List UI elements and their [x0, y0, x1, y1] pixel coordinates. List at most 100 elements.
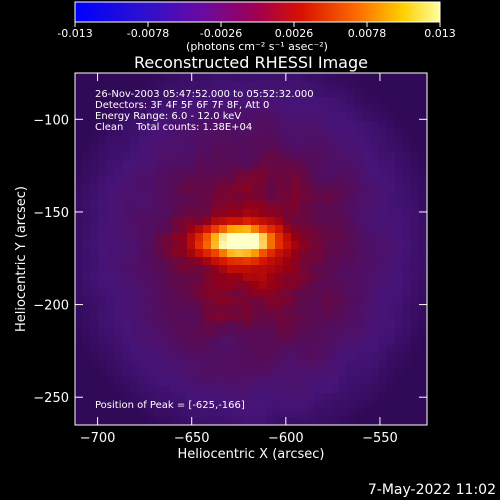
heatmap-cell — [99, 97, 108, 106]
heatmap-cell — [91, 161, 100, 170]
heatmap-cell — [139, 393, 148, 402]
heatmap-cell — [283, 145, 292, 154]
heatmap-cell — [99, 257, 108, 266]
heatmap-cell — [187, 313, 196, 322]
heatmap-cell — [75, 289, 84, 298]
heatmap-cell — [299, 281, 308, 290]
heatmap-cell — [171, 297, 180, 306]
heatmap-cell — [171, 265, 180, 274]
heatmap-cell — [387, 225, 396, 234]
heatmap-cell — [315, 377, 324, 386]
heatmap-cell — [139, 353, 148, 362]
heatmap-cell — [259, 377, 268, 386]
heatmap-cell — [195, 281, 204, 290]
heatmap-cell — [243, 105, 252, 114]
heatmap-cell — [235, 369, 244, 378]
heatmap-cell — [259, 137, 268, 146]
heatmap-cell — [403, 153, 412, 162]
heatmap-cell — [163, 225, 172, 234]
heatmap-cell — [323, 329, 332, 338]
heatmap-cell — [275, 361, 284, 370]
heatmap-cell — [163, 361, 172, 370]
heatmap-cell — [123, 393, 132, 402]
heatmap-cell — [91, 393, 100, 402]
heatmap-cell — [75, 361, 84, 370]
heatmap-cell — [251, 249, 260, 258]
heatmap-cell — [83, 369, 92, 378]
heatmap-cell — [131, 281, 140, 290]
heatmap-cell — [387, 217, 396, 226]
heatmap-cell — [291, 217, 300, 226]
heatmap-cell — [115, 409, 124, 418]
heatmap-cell — [259, 217, 268, 226]
heatmap-cell — [299, 345, 308, 354]
heatmap-cell — [323, 281, 332, 290]
heatmap-cell — [203, 249, 212, 258]
heatmap-cell — [307, 401, 316, 410]
heatmap-cell — [203, 185, 212, 194]
heatmap-cell — [99, 321, 108, 330]
heatmap-cell — [211, 113, 220, 122]
heatmap-cell — [267, 393, 276, 402]
heatmap-cell — [155, 217, 164, 226]
heatmap-cell — [363, 401, 372, 410]
heatmap-cell — [187, 233, 196, 242]
heatmap-cell — [331, 265, 340, 274]
heatmap-cell — [179, 145, 188, 154]
heatmap-cell — [203, 289, 212, 298]
heatmap-cell — [411, 297, 420, 306]
heatmap-cell — [275, 177, 284, 186]
heatmap-cell — [283, 281, 292, 290]
heatmap-cell — [123, 153, 132, 162]
heatmap-cell — [315, 153, 324, 162]
heatmap-cell — [259, 297, 268, 306]
heatmap-cell — [91, 217, 100, 226]
heatmap — [75, 73, 427, 425]
heatmap-cell — [259, 241, 268, 250]
heatmap-cell — [171, 273, 180, 282]
heatmap-cell — [83, 217, 92, 226]
heatmap-cell — [283, 153, 292, 162]
heatmap-cell — [331, 161, 340, 170]
heatmap-cell — [243, 113, 252, 122]
heatmap-cell — [219, 257, 228, 266]
heatmap-cell — [419, 329, 427, 338]
heatmap-cell — [115, 353, 124, 362]
heatmap-cell — [123, 145, 132, 154]
heatmap-cell — [291, 161, 300, 170]
heatmap-cell — [203, 81, 212, 90]
heatmap-cell — [243, 401, 252, 410]
heatmap-cell — [395, 369, 404, 378]
heatmap-cell — [123, 113, 132, 122]
heatmap-cell — [203, 177, 212, 186]
heatmap-cell — [227, 153, 236, 162]
heatmap-cell — [123, 329, 132, 338]
heatmap-cell — [139, 81, 148, 90]
heatmap-cell — [395, 401, 404, 410]
heatmap-cell — [275, 217, 284, 226]
heatmap-cell — [147, 297, 156, 306]
heatmap-cell — [203, 377, 212, 386]
heatmap-cell — [291, 105, 300, 114]
heatmap-cell — [387, 385, 396, 394]
colorbar-tick-label: 0.0026 — [275, 27, 314, 40]
heatmap-cell — [315, 105, 324, 114]
heatmap-cell — [339, 105, 348, 114]
heatmap-cell — [331, 393, 340, 402]
heatmap-cell — [355, 281, 364, 290]
heatmap-cell — [139, 225, 148, 234]
heatmap-cell — [83, 169, 92, 178]
heatmap-cell — [307, 257, 316, 266]
heatmap-cell — [259, 289, 268, 298]
heatmap-cell — [411, 217, 420, 226]
heatmap-cell — [371, 417, 380, 425]
heatmap-cell — [211, 81, 220, 90]
heatmap-cell — [163, 89, 172, 98]
heatmap-cell — [155, 305, 164, 314]
heatmap-cell — [115, 105, 124, 114]
heatmap-cell — [139, 321, 148, 330]
heatmap-cell — [139, 177, 148, 186]
heatmap-cell — [347, 201, 356, 210]
heatmap-cell — [211, 73, 220, 82]
heatmap-cell — [419, 129, 427, 138]
